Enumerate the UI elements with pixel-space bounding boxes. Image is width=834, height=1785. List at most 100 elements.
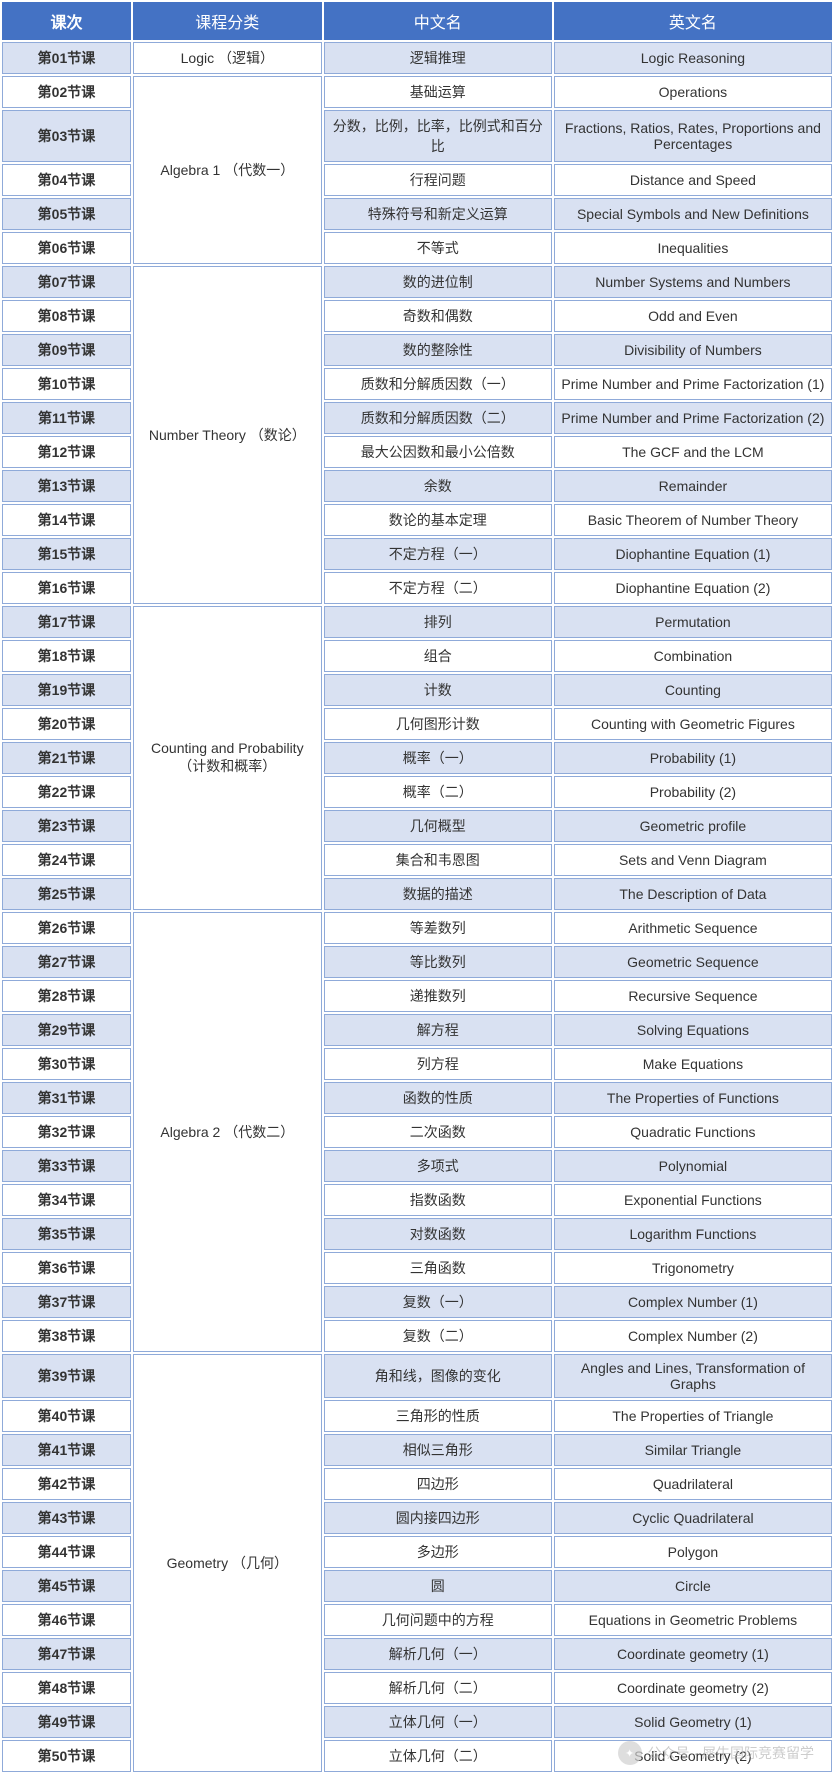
cell-lesson: 第19节课 <box>2 674 131 706</box>
cell-en: Operations <box>554 76 832 108</box>
cell-cn: 解析几何（一） <box>324 1638 552 1670</box>
cell-cn: 数据的描述 <box>324 878 552 910</box>
cell-lesson: 第45节课 <box>2 1570 131 1602</box>
cell-lesson: 第01节课 <box>2 42 131 74</box>
cell-lesson: 第30节课 <box>2 1048 131 1080</box>
cell-cn: 行程问题 <box>324 164 552 196</box>
cell-en: Special Symbols and New Definitions <box>554 198 832 230</box>
cell-lesson: 第33节课 <box>2 1150 131 1182</box>
cell-en: Solid Geometry (2) <box>554 1740 832 1772</box>
table-row: 第41节课相似三角形Similar Triangle <box>2 1434 832 1466</box>
cell-lesson: 第12节课 <box>2 436 131 468</box>
cell-lesson: 第31节课 <box>2 1082 131 1114</box>
cell-en: Angles and Lines, Transformation of Grap… <box>554 1354 832 1398</box>
cell-cn: 最大公因数和最小公倍数 <box>324 436 552 468</box>
table-row: 第06节课 不等式Inequalities <box>2 232 832 264</box>
table-row: 第36节课三角函数Trigonometry <box>2 1252 832 1284</box>
cell-en: Diophantine Equation (2) <box>554 572 832 604</box>
cell-cn: 多项式 <box>324 1150 552 1182</box>
cell-en: Solid Geometry (1) <box>554 1706 832 1738</box>
cell-cn: 复数（一） <box>324 1286 552 1318</box>
cell-cn: 奇数和偶数 <box>324 300 552 332</box>
table-row: 第21节课概率（一）Probability (1) <box>2 742 832 774</box>
cell-lesson: 第06节课 <box>2 232 131 264</box>
cell-en: Prime Number and Prime Factorization (2) <box>554 402 832 434</box>
cell-lesson: 第43节课 <box>2 1502 131 1534</box>
cell-lesson: 第39节课 <box>2 1354 131 1398</box>
cell-lesson: 第02节课 <box>2 76 131 108</box>
table-row: 第31节课函数的性质The Properties of Functions <box>2 1082 832 1114</box>
cell-lesson: 第42节课 <box>2 1468 131 1500</box>
cell-cn: 质数和分解质因数（二） <box>324 402 552 434</box>
table-row: 第47节课解析几何（一）Coordinate geometry (1) <box>2 1638 832 1670</box>
table-row: 第45节课圆Circle <box>2 1570 832 1602</box>
cell-en: Coordinate geometry (2) <box>554 1672 832 1704</box>
cell-en: Arithmetic Sequence <box>554 912 832 944</box>
cell-en: Equations in Geometric Problems <box>554 1604 832 1636</box>
table-row: 第28节课 递推数列Recursive Sequence <box>2 980 832 1012</box>
cell-en: The Properties of Functions <box>554 1082 832 1114</box>
table-row: 第49节课 立体几何（一）Solid Geometry (1) <box>2 1706 832 1738</box>
table-row: 第10节课质数和分解质因数（一）Prime Number and Prime F… <box>2 368 832 400</box>
table-row: 第27节课等比数列Geometric Sequence <box>2 946 832 978</box>
cell-en: Distance and Speed <box>554 164 832 196</box>
cell-cn: 集合和韦恩图 <box>324 844 552 876</box>
table-row: 第37节课复数（一）Complex Number (1) <box>2 1286 832 1318</box>
cell-lesson: 第34节课 <box>2 1184 131 1216</box>
cell-lesson: 第47节课 <box>2 1638 131 1670</box>
table-row: 第16节课 不定方程（二）Diophantine Equation (2) <box>2 572 832 604</box>
cell-en: Inequalities <box>554 232 832 264</box>
cell-lesson: 第28节课 <box>2 980 131 1012</box>
cell-cn: 数的进位制 <box>324 266 552 298</box>
table-row: 第03节课分数，比例，比率，比例式和百分比Fractions, Ratios, … <box>2 110 832 162</box>
cell-en: Recursive Sequence <box>554 980 832 1012</box>
cell-lesson: 第14节课 <box>2 504 131 536</box>
cell-cn: 立体几何（一） <box>324 1706 552 1738</box>
cell-en: Geometric profile <box>554 810 832 842</box>
cell-lesson: 第18节课 <box>2 640 131 672</box>
cell-lesson: 第44节课 <box>2 1536 131 1568</box>
table-row: 第15节课不定方程（一）Diophantine Equation (1) <box>2 538 832 570</box>
header-en: 英文名 <box>554 2 832 40</box>
cell-lesson: 第20节课 <box>2 708 131 740</box>
cell-lesson: 第22节课 <box>2 776 131 808</box>
cell-cn: 数论的基本定理 <box>324 504 552 536</box>
table-row: 第33节课多项式Polynomial <box>2 1150 832 1182</box>
cell-lesson: 第05节课 <box>2 198 131 230</box>
cell-lesson: 第03节课 <box>2 110 131 162</box>
cell-lesson: 第26节课 <box>2 912 131 944</box>
cell-lesson: 第49节课 <box>2 1706 131 1738</box>
table-row: 第04节课行程问题Distance and Speed <box>2 164 832 196</box>
cell-cn: 不定方程（二） <box>324 572 552 604</box>
cell-en: Fractions, Ratios, Rates, Proportions an… <box>554 110 832 162</box>
cell-en: Exponential Functions <box>554 1184 832 1216</box>
cell-en: Diophantine Equation (1) <box>554 538 832 570</box>
table-row: 第14节课数论的基本定理Basic Theorem of Number Theo… <box>2 504 832 536</box>
cell-en: Quadrilateral <box>554 1468 832 1500</box>
table-row: 第40节课三角形的性质The Properties of Triangle <box>2 1400 832 1432</box>
table-body: 第01节课Logic （逻辑）逻辑推理Logic Reasoning第02节课A… <box>2 42 832 1772</box>
cell-lesson: 第09节课 <box>2 334 131 366</box>
cell-cn: 不等式 <box>324 232 552 264</box>
cell-lesson: 第23节课 <box>2 810 131 842</box>
table-row: 第29节课解方程Solving Equations <box>2 1014 832 1046</box>
cell-lesson: 第40节课 <box>2 1400 131 1432</box>
cell-en: Complex Number (2) <box>554 1320 832 1352</box>
table-row: 第26节课Algebra 2 （代数二）等差数列Arithmetic Seque… <box>2 912 832 944</box>
cell-lesson: 第36节课 <box>2 1252 131 1284</box>
cell-en: Logic Reasoning <box>554 42 832 74</box>
cell-cn: 递推数列 <box>324 980 552 1012</box>
cell-en: Probability (2) <box>554 776 832 808</box>
cell-lesson: 第35节课 <box>2 1218 131 1250</box>
cell-cn: 几何概型 <box>324 810 552 842</box>
cell-lesson: 第11节课 <box>2 402 131 434</box>
cell-cn: 质数和分解质因数（一） <box>324 368 552 400</box>
cell-cn: 几何问题中的方程 <box>324 1604 552 1636</box>
cell-cn: 等比数列 <box>324 946 552 978</box>
cell-en: Number Systems and Numbers <box>554 266 832 298</box>
header-cn: 中文名 <box>324 2 552 40</box>
cell-lesson: 第16节课 <box>2 572 131 604</box>
cell-lesson: 第21节课 <box>2 742 131 774</box>
course-table: 课次 课程分类 中文名 英文名 第01节课Logic （逻辑）逻辑推理Logic… <box>0 0 834 1774</box>
table-row: 第43节课圆内接四边形Cyclic Quadrilateral <box>2 1502 832 1534</box>
